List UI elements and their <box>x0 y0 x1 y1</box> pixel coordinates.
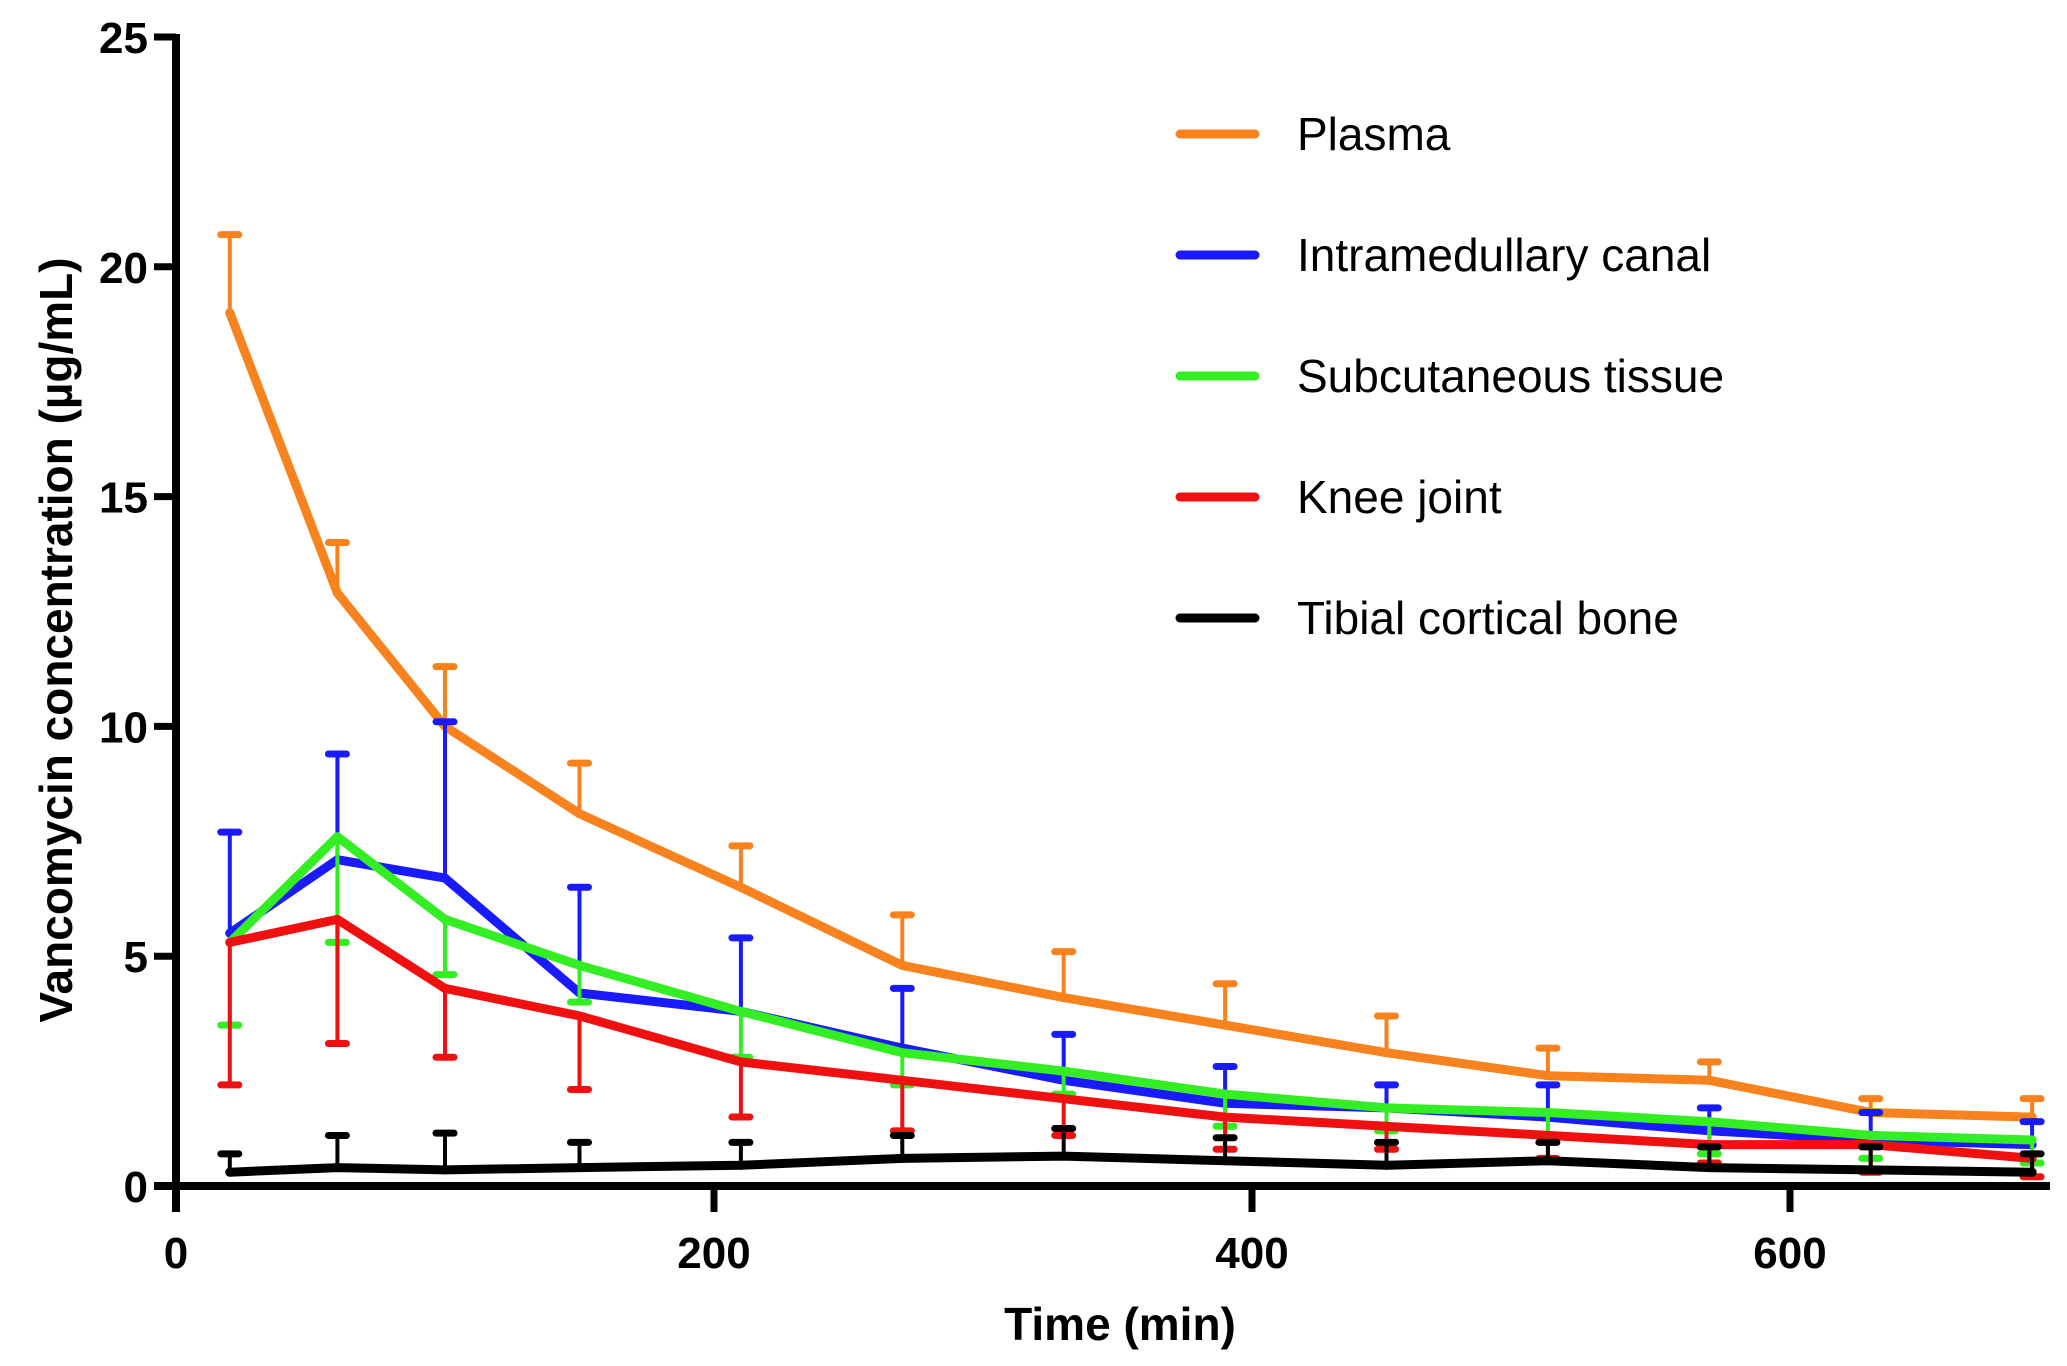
data-point <box>1382 1121 1391 1131</box>
data-point <box>897 1153 907 1163</box>
data-point <box>736 1160 746 1170</box>
series-plasma <box>217 231 2045 1122</box>
data-point <box>1059 1151 1069 1161</box>
axes: 0 5 10 15 20 25 0 200 400 600 <box>99 14 2050 1278</box>
legend-label: Tibial cortical bone <box>1297 592 1679 644</box>
series-layer <box>217 231 2045 1181</box>
data-point <box>440 873 450 883</box>
data-point <box>575 1163 584 1173</box>
data-point <box>440 914 450 924</box>
data-point <box>575 809 584 819</box>
data-point <box>332 914 342 924</box>
data-point <box>1704 1117 1714 1127</box>
data-point <box>897 960 907 970</box>
y-tick-label: 10 <box>99 703 148 752</box>
legend: Plasma Intramedullary canal Subcutaneous t… <box>1175 108 1724 644</box>
data-point <box>1220 1156 1230 1166</box>
data-point <box>225 937 235 947</box>
data-point <box>736 1006 746 1016</box>
data-point <box>736 882 746 892</box>
data-point <box>897 1075 907 1085</box>
data-point <box>736 1057 746 1067</box>
data-point <box>1220 1089 1230 1099</box>
data-point <box>332 832 342 842</box>
data-point <box>1059 1094 1069 1104</box>
legend-label: Intramedullary canal <box>1297 229 1711 281</box>
data-point <box>1382 1048 1391 1058</box>
data-point <box>897 1048 907 1058</box>
data-point <box>332 1163 342 1173</box>
data-point <box>575 1011 584 1021</box>
data-point <box>1059 1066 1069 1076</box>
data-point <box>1543 1156 1553 1166</box>
data-point <box>440 983 450 993</box>
y-tick-label: 15 <box>99 474 148 523</box>
y-axis-title: Vancomycin concentration (µg/mL) <box>30 257 82 1022</box>
x-tick-label: 0 <box>164 1229 188 1278</box>
data-point <box>1866 1165 1876 1175</box>
x-axis-title: Time (min) <box>1004 1298 1236 1350</box>
y-tick-label: 20 <box>99 244 148 293</box>
data-point <box>1866 1130 1876 1140</box>
legend-label: Knee joint <box>1297 471 1502 523</box>
data-point <box>1704 1163 1714 1173</box>
y-tick-label: 0 <box>124 1163 148 1212</box>
data-point <box>332 588 342 598</box>
data-point <box>2027 1167 2037 1177</box>
y-tick-label: 5 <box>124 933 148 982</box>
data-point <box>575 960 584 970</box>
y-tick-label: 25 <box>99 14 148 63</box>
data-point <box>1382 1160 1391 1170</box>
data-point <box>225 308 235 318</box>
data-point <box>1382 1103 1391 1113</box>
data-point <box>225 1167 235 1177</box>
x-tick-label: 200 <box>677 1229 750 1278</box>
data-point <box>1543 1130 1553 1140</box>
data-point <box>440 1165 450 1175</box>
data-point <box>1220 1020 1230 1030</box>
x-tick-label: 400 <box>1215 1229 1288 1278</box>
data-point <box>1704 1075 1714 1085</box>
data-point <box>1059 993 1069 1003</box>
x-tick-label: 600 <box>1753 1229 1826 1278</box>
data-point <box>1543 1107 1553 1117</box>
data-point <box>2027 1135 2037 1145</box>
legend-label: Plasma <box>1297 108 1451 160</box>
series-line <box>225 1151 2037 1177</box>
data-point <box>1543 1071 1553 1081</box>
legend-label: Subcutaneous tissue <box>1297 350 1724 402</box>
data-point <box>1220 1112 1230 1122</box>
series-tibial-cortical-bone <box>217 1125 2045 1177</box>
